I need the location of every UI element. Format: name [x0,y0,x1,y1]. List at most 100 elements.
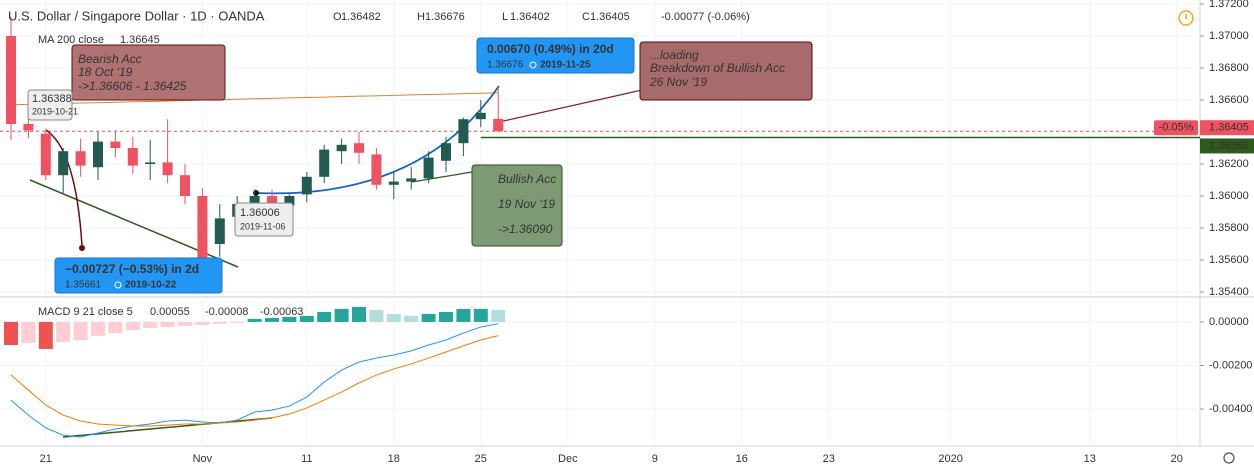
macd-value: -0.00008 [205,306,248,318]
macd-legend: MACD 9 21 close 5 [38,306,133,318]
ohlc-value: 1.36405 [590,11,630,23]
drop-arrow [45,129,83,247]
x-tick-label: 16 [736,453,748,465]
candle-body [145,162,156,164]
candle-body [180,175,190,196]
macd-histogram-bar [195,321,210,325]
candle-body [93,141,103,168]
candle-body [441,143,451,161]
macd-histogram-bar [38,321,53,349]
x-tick-label: Nov [193,453,213,465]
y-tick-label: -0.00200 [1209,359,1252,371]
macd-histogram-bar [473,308,488,322]
y-tick-label: 1.37000 [1209,30,1249,42]
annotation-text: 2019-10-22 [125,280,177,291]
x-tick-label: Dec [558,453,578,465]
macd-histogram-bar [230,321,245,324]
macd-line [10,335,499,427]
candle-body [23,124,34,131]
x-tick-label: 23 [823,453,835,465]
annotation-text: 1.36388 [32,93,72,105]
clock-icon [529,61,537,69]
macd-histogram-bar [299,315,314,322]
macd-histogram-bar [160,321,175,327]
macd-signal-value: -0.00063 [260,306,303,318]
macd-histogram-bar [386,313,401,322]
candle-body [58,151,69,176]
annotation-text: 19 Nov '19 [498,197,555,211]
ma-legend-value: 1.36645 [120,34,160,46]
y-tick-label: 1.35600 [1209,254,1249,266]
candle-body [475,112,486,120]
macd-hist-value: 0.00055 [150,306,190,318]
annotation-box [471,164,563,247]
candle-body [75,151,86,166]
annotation-box [476,37,635,74]
candle-body [388,181,399,185]
macd-histogram-bar [282,316,297,322]
level-tag-label: 1.36366 [1209,140,1249,152]
macd-histogram-bar [317,311,332,322]
level-tag [1200,138,1254,154]
candle-body [406,178,417,182]
macd-histogram-bar [247,318,262,322]
alert-icon[interactable] [1178,10,1194,26]
macd-histogram-bar [178,321,192,326]
annotation-box [54,257,223,294]
ohlc-value: 1.36402 [510,11,550,23]
candle-body [40,133,51,176]
annotation-text: 2019-11-25 [540,60,591,71]
macd-histogram-bar [352,306,366,322]
y-tick-label: 1.36800 [1209,62,1249,74]
y-tick-label: 1.36000 [1209,190,1249,202]
macd-trend-line [62,417,273,438]
close-tag-label: 1.36405 [1209,122,1249,134]
candle-body [162,162,173,176]
ohlc-label: O [333,11,342,23]
annotation-text: 2019-11-06 [240,221,285,231]
macd-histogram-bar [491,309,506,322]
y-tick-label: 1.35800 [1209,222,1249,234]
annotation-text: Bearish Acc [78,52,142,66]
annotation-text: ->1.36090 [498,222,553,236]
y-tick-label: 1.36600 [1209,94,1249,106]
annotation-text: 2019-10-21 [32,106,78,116]
x-tick-label: 9 [652,453,658,465]
close-change-tag [1154,120,1198,136]
macd-histogram-bar [125,321,140,330]
annotation-text: Bullish Acc [498,172,556,186]
annotation-text: 0.00670 (0.49%) in 20d [487,42,614,56]
ohlc-label: L [502,11,508,23]
ohlc-label: C [582,11,590,23]
annotation-text: ->1.36606 - 1.36425 [78,79,187,93]
candle-body [371,154,382,185]
pointer-line [498,89,643,123]
y-tick-label: 0.00000 [1209,316,1249,328]
rise-start [253,190,259,196]
candle-body [493,118,504,132]
candle-body [354,143,364,153]
macd-histogram-bar [421,313,436,322]
close-tag [1200,120,1254,136]
drop-arrow-end [79,245,85,251]
settings-icon[interactable] [1223,452,1235,464]
macd-histogram-bar [56,321,71,342]
candle-body [267,196,277,208]
x-tick-label: 2020 [938,453,962,465]
candle-body [336,144,347,152]
annotation-text: 26 Nov '19 [649,75,707,89]
candle-body [110,141,121,148]
annotation-text: Breakdown of Bullish Acc [650,61,785,75]
macd-histogram-bar [108,321,123,334]
annotation-text: 18 Oct '19 [78,65,133,79]
x-tick-label: 18 [388,453,400,465]
candle-body [319,149,330,177]
macd-histogram-bar [4,321,18,346]
pointer-line [411,171,473,183]
candle-body [423,157,434,179]
candle-body [6,36,16,124]
candle-body [284,196,295,206]
macd-histogram-bar [73,321,88,341]
macd-histogram-bar [143,321,158,329]
